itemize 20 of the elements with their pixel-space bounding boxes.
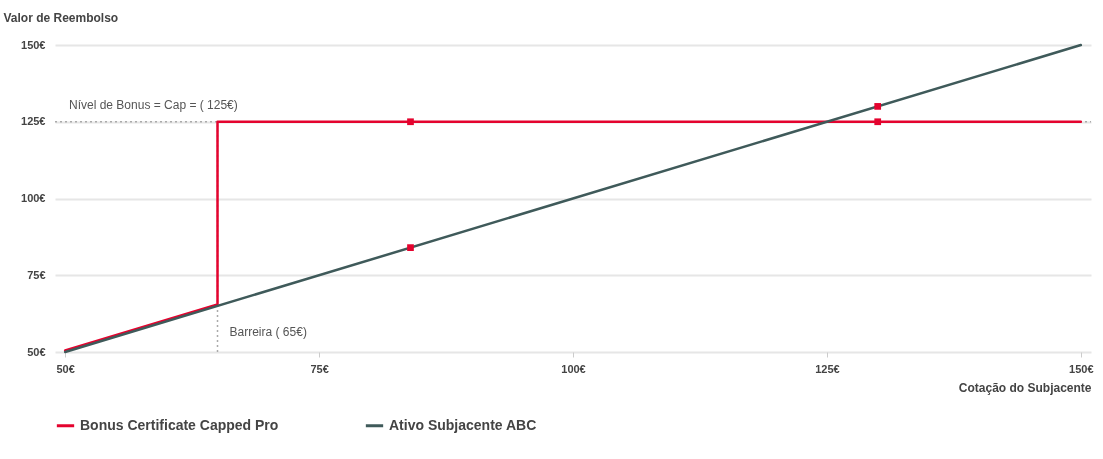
- point: [407, 118, 414, 126]
- point: [407, 244, 414, 251]
- x-tick-label: 75€: [310, 362, 329, 375]
- y-tick-label: 100€: [21, 192, 46, 204]
- y-tick-label: 50€: [27, 345, 46, 358]
- y-tick-label: 125€: [21, 115, 46, 128]
- x-axis-title: Cotação do Subjacente: [958, 380, 1092, 395]
- point: [874, 103, 882, 110]
- y-tick-label: 75€: [27, 268, 46, 281]
- ref-line-label: Barreira ( 65€): [229, 325, 307, 339]
- x-tick-label: 50€: [56, 362, 75, 375]
- x-tick-label: 100€: [561, 362, 586, 375]
- y-axis-title: Valor de Reembolso: [3, 10, 119, 25]
- x-tick-label: 150€: [1069, 362, 1094, 375]
- x-tick-label: 125€: [815, 362, 840, 375]
- y-tick-label: 150€: [21, 38, 46, 51]
- legend-label: Bonus Certificate Capped Pro: [80, 416, 279, 433]
- ref-line-label: Nível de Bonus = Cap = ( 125€): [69, 97, 238, 112]
- point: [874, 118, 882, 126]
- legend-label: Ativo Subjacente ABC: [389, 416, 537, 433]
